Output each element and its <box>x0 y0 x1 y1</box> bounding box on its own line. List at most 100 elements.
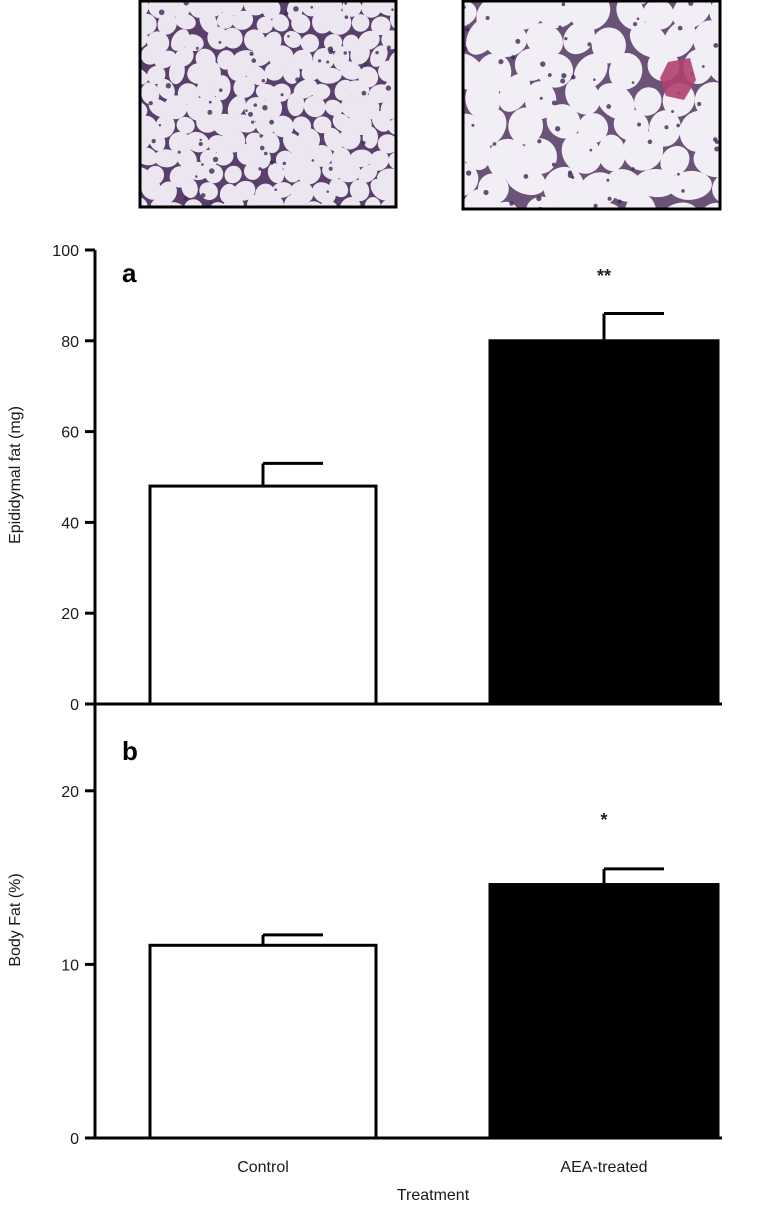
nucleus <box>195 175 198 178</box>
adipocyte-cell <box>205 61 221 84</box>
adipocyte-cell <box>287 92 305 117</box>
y-tick-label-b-20: 20 <box>61 784 79 801</box>
adipocyte-cell <box>668 170 712 200</box>
adipocyte-cell <box>265 195 284 207</box>
adipocyte-cell <box>526 196 562 209</box>
nucleus <box>310 5 314 9</box>
adipocyte-cell <box>181 177 198 199</box>
adipocyte-cell <box>300 1 322 17</box>
adipocyte-cell <box>296 160 321 185</box>
nucleus <box>282 161 287 166</box>
adipocyte-cell <box>358 164 378 183</box>
nucleus <box>523 174 529 179</box>
adipocyte-cell <box>642 1 675 30</box>
nucleus <box>483 189 489 196</box>
nucleus <box>558 25 562 29</box>
adipocyte-cell <box>175 13 196 30</box>
nucleus <box>328 166 333 171</box>
adipocyte-cell <box>339 127 361 150</box>
adipocyte-cell <box>332 113 352 132</box>
adipocyte-cell <box>236 143 258 165</box>
adipocyte-cell <box>375 1 396 16</box>
adipocyte-cell <box>267 163 285 184</box>
adipocyte-cell <box>204 164 224 184</box>
adipocyte-cell <box>694 82 720 120</box>
nucleus <box>361 140 366 145</box>
adipocyte-cell <box>708 47 720 84</box>
adipocyte-cell <box>186 161 210 181</box>
nucleus <box>464 27 470 32</box>
nucleus <box>251 120 255 124</box>
nucleus <box>311 159 315 162</box>
nucleus <box>551 162 556 167</box>
nucleus <box>258 167 262 171</box>
adipocyte-cell <box>429 78 462 112</box>
significance-marker-b-aea-treated: * <box>600 810 607 830</box>
adipocyte-cell <box>256 16 274 34</box>
histology-frame-control <box>138 0 398 209</box>
nucleus <box>212 156 219 163</box>
adipocyte-cell <box>168 59 185 85</box>
adipocyte-cell <box>232 10 254 30</box>
adipocyte-cell <box>463 1 477 29</box>
y-tick-label-b-0: 0 <box>70 1131 79 1148</box>
nucleus <box>317 59 322 63</box>
adipocyte-cell <box>291 143 313 165</box>
adipocyte-cell <box>339 61 362 80</box>
nucleus <box>326 60 330 64</box>
nucleus <box>631 167 635 171</box>
nucleus <box>555 126 561 132</box>
adipocyte-cell <box>329 178 349 198</box>
adipocyte-cell <box>271 115 294 138</box>
adipocyte-cell <box>559 191 595 209</box>
nucleus <box>198 141 203 147</box>
panel-label-a: a <box>122 258 137 288</box>
adipocyte-cell <box>157 78 175 100</box>
adipocyte-cell <box>342 1 362 17</box>
nucleus <box>571 74 576 80</box>
adipocyte-cell <box>213 75 231 101</box>
y-tick-label-b-10: 10 <box>61 957 79 974</box>
panel-label-b: b <box>122 736 138 766</box>
nucleus <box>567 172 574 179</box>
nucleus <box>617 199 622 204</box>
adipocyte-cell <box>498 73 531 112</box>
adipocyte-cell <box>116 113 138 137</box>
adipocyte-cell <box>227 59 248 82</box>
adipocyte-cell <box>324 34 343 52</box>
adipocyte-cell <box>463 131 492 171</box>
adipocyte-cell <box>349 149 373 168</box>
adipocyte-cell <box>300 34 320 53</box>
nucleus <box>712 137 718 142</box>
nucleus <box>344 2 348 5</box>
adipocyte-cell <box>350 43 370 65</box>
nucleus <box>607 196 612 201</box>
nucleus <box>208 100 212 104</box>
adipocyte-cell <box>199 10 218 34</box>
adipocyte-cell <box>141 178 162 200</box>
adipocyte-cell <box>271 182 293 198</box>
nucleus <box>677 25 683 31</box>
adipocyte-cell <box>221 128 246 153</box>
adipocyte-cell <box>463 53 485 90</box>
adipocyte-cell <box>233 180 256 201</box>
adipocyte-cell <box>322 163 342 180</box>
adipocyte-cell <box>283 193 306 207</box>
adipocyte-cell <box>660 145 690 176</box>
nucleus <box>218 88 223 92</box>
adipocyte-cell <box>536 1 578 29</box>
nucleus <box>606 104 612 109</box>
adipocyte-cell <box>546 104 581 139</box>
adipocyte-cell <box>634 87 662 116</box>
adipocyte-cell <box>196 79 218 100</box>
adipocyte-cell <box>140 67 149 85</box>
adipocyte-cell <box>264 62 284 81</box>
adipocyte-cell <box>140 1 149 18</box>
adipocyte-cell <box>216 11 235 29</box>
adipocyte-cell <box>563 21 595 55</box>
adipocyte-cell <box>364 197 381 207</box>
adipocyte-cell <box>301 201 323 207</box>
adipocyte-cell <box>672 1 712 29</box>
adipocyte-cell <box>505 164 546 196</box>
